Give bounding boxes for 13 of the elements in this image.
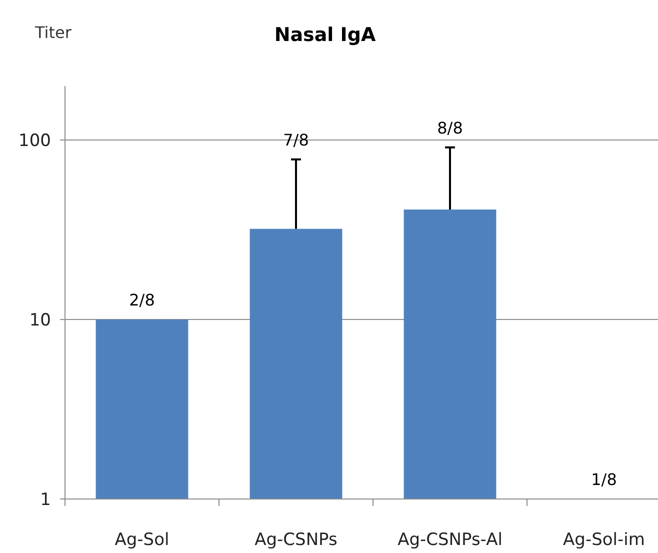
y-tick-label: 100 xyxy=(18,130,51,151)
x-tick-label: Ag-Sol-im xyxy=(563,530,645,550)
annotation: 8/8 xyxy=(437,118,463,138)
chart-title: Nasal IgA xyxy=(274,24,376,46)
x-tick-label: Ag-CSNPs-Al xyxy=(398,530,502,550)
annotation: 2/8 xyxy=(129,290,155,310)
y-axis-title: Titer xyxy=(34,23,72,42)
y-tick-label: 1 xyxy=(40,490,51,510)
y-tick-label: 10 xyxy=(29,310,51,330)
x-tick-label: Ag-Sol xyxy=(114,530,170,550)
annotation: 7/8 xyxy=(283,130,309,150)
x-tick-label: Ag-CSNPs xyxy=(254,530,338,550)
annotation: 1/8 xyxy=(591,470,617,489)
